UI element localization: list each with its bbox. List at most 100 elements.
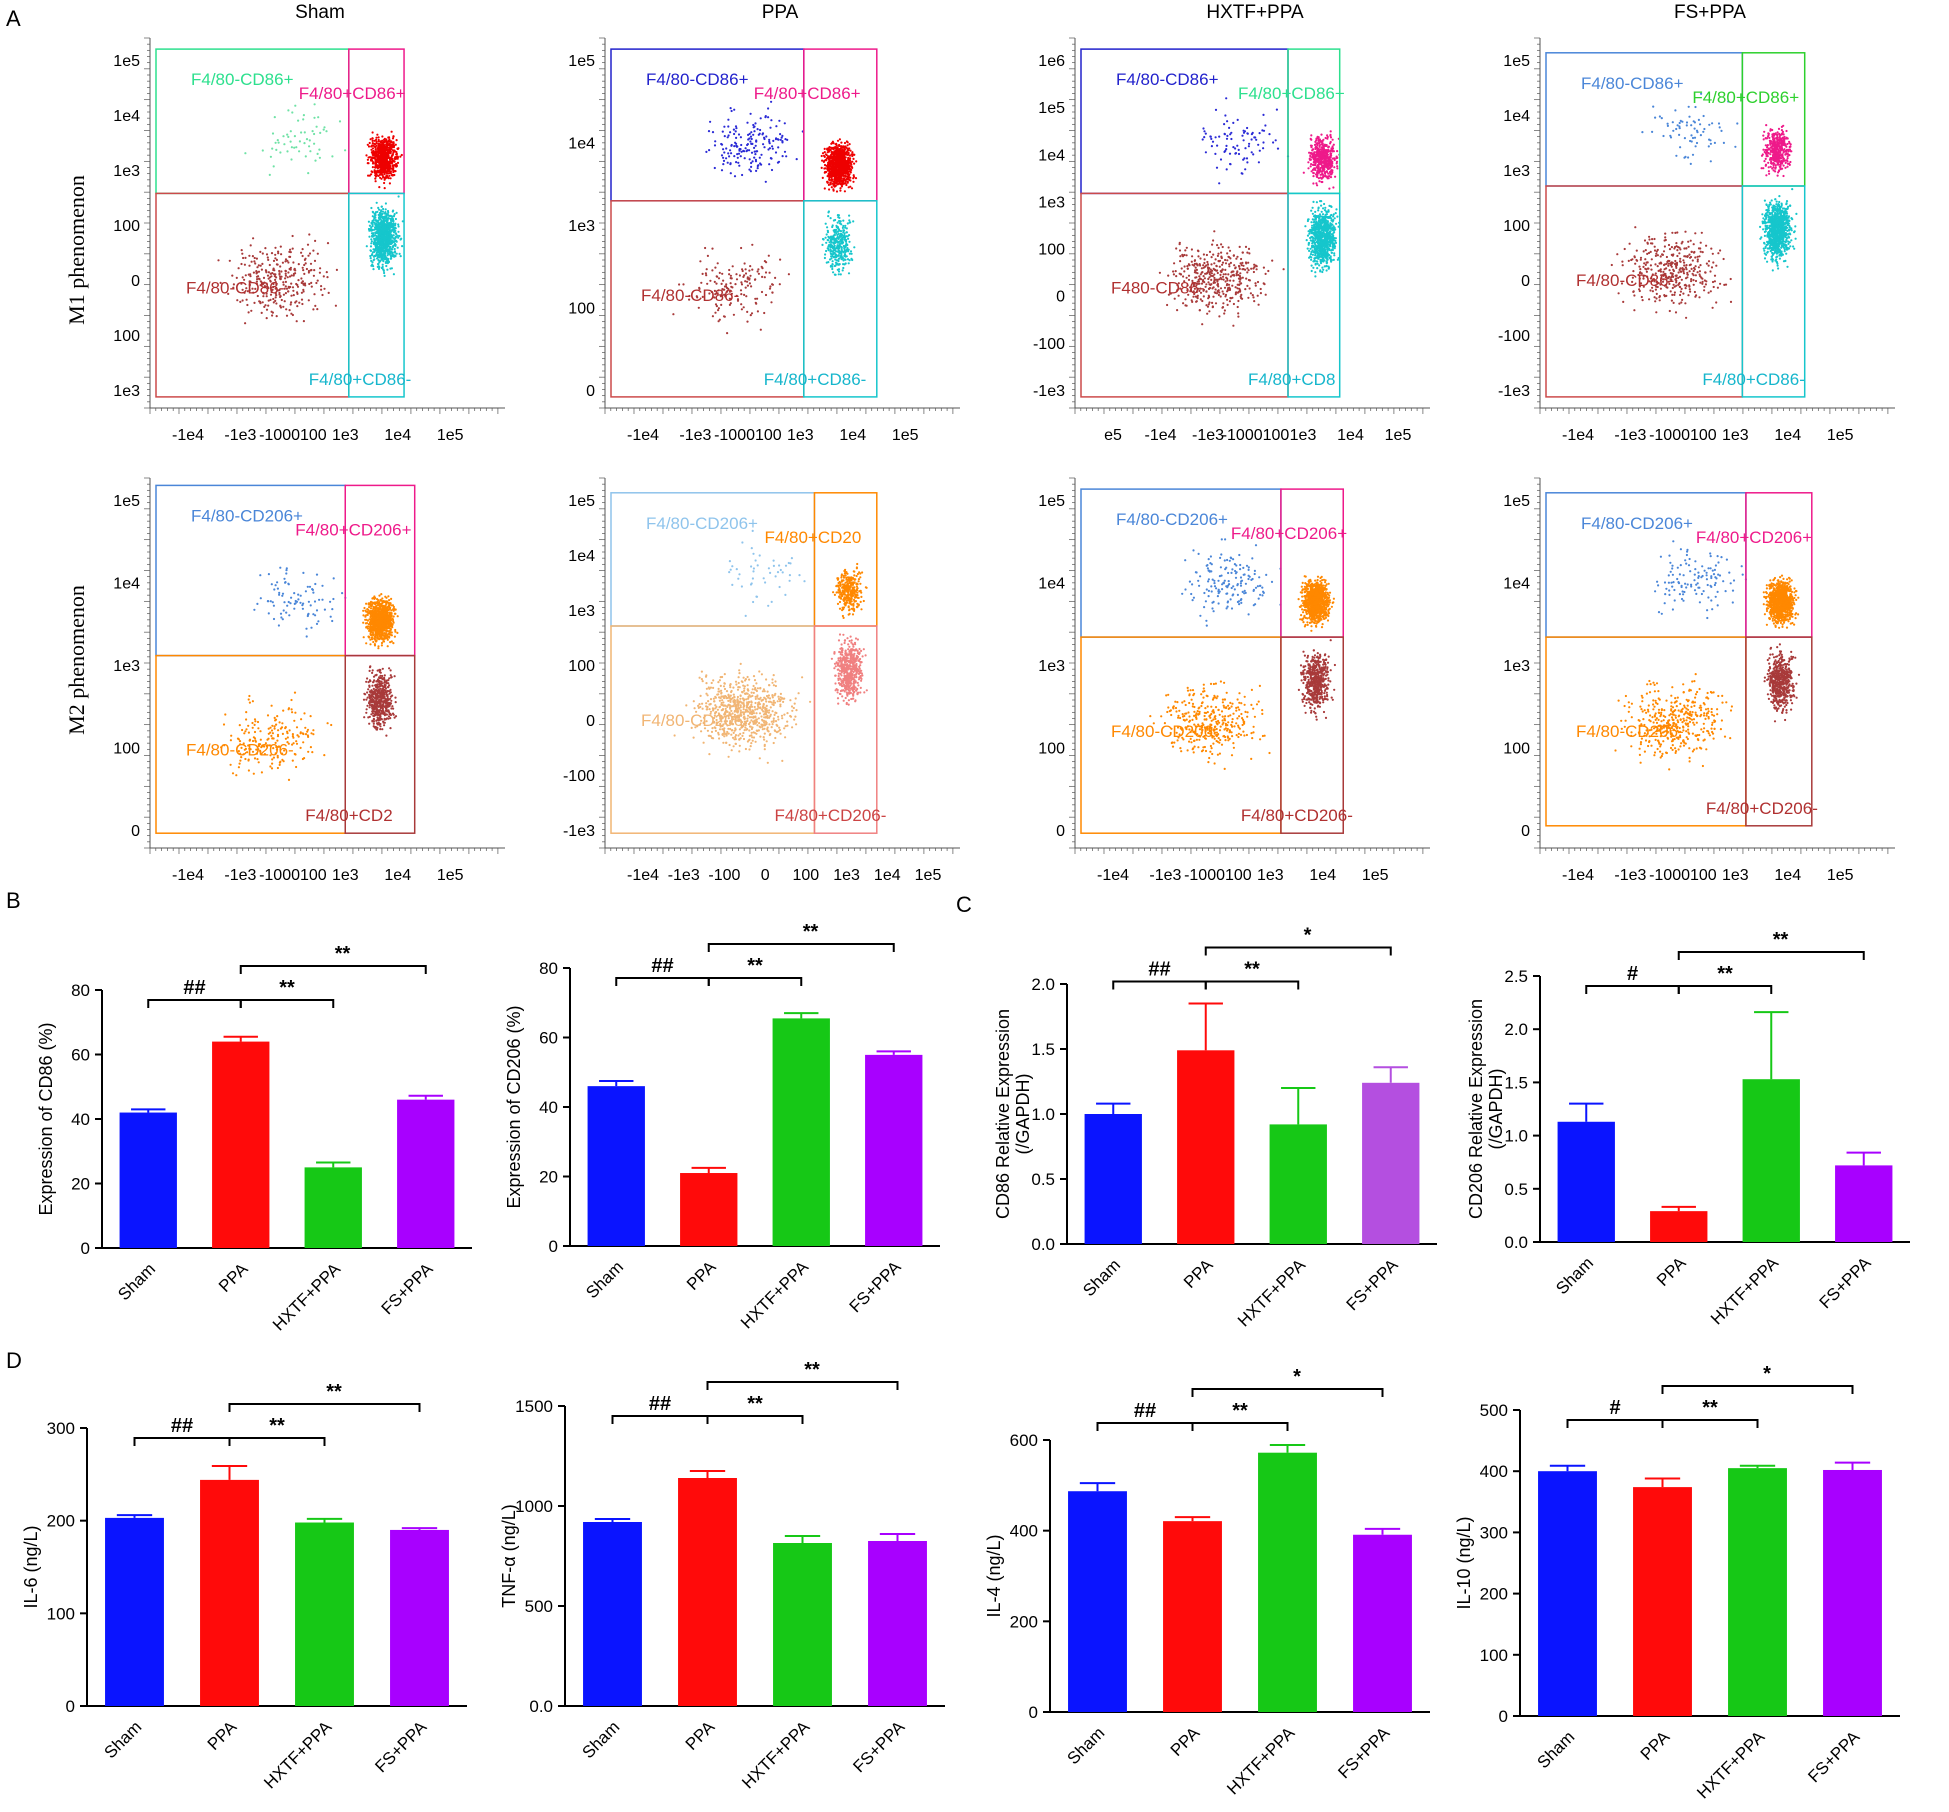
event-dot	[377, 140, 380, 143]
event-dot	[1252, 270, 1255, 274]
event-dot	[322, 275, 325, 278]
event-dot	[844, 226, 847, 229]
event-dot	[1207, 281, 1210, 284]
event-dot	[365, 245, 368, 248]
event-dot	[1332, 186, 1335, 189]
event-dot	[744, 272, 748, 275]
event-dot	[1272, 141, 1275, 144]
event-dot	[284, 260, 287, 263]
event-dot	[390, 242, 393, 245]
event-dot	[836, 158, 839, 161]
event-dot	[274, 281, 277, 284]
event-dot	[1175, 247, 1178, 250]
event-dot	[327, 291, 330, 294]
event-dot	[386, 154, 389, 157]
event-dot	[262, 292, 265, 295]
event-dot	[750, 137, 753, 141]
event-dot	[1226, 298, 1229, 301]
event-dot	[1246, 126, 1249, 130]
event-dot	[1242, 264, 1245, 267]
event-dot	[283, 300, 286, 303]
y-tick-label: 1e4	[1038, 147, 1065, 164]
event-dot	[1223, 132, 1226, 135]
event-dot	[837, 273, 840, 276]
event-dot	[310, 281, 313, 284]
event-dot	[826, 181, 829, 184]
event-dot	[836, 268, 839, 271]
event-dot	[1221, 261, 1225, 264]
event-dot	[1264, 272, 1267, 275]
event-dot	[270, 252, 274, 255]
event-dot	[840, 183, 844, 186]
event-dot	[725, 157, 728, 160]
event-dot	[1221, 275, 1225, 278]
event-dot	[377, 259, 380, 262]
event-dot	[386, 225, 389, 228]
event-dot	[1218, 259, 1222, 262]
event-dot	[1247, 247, 1251, 250]
event-dot	[1224, 280, 1227, 283]
event-dot	[391, 157, 394, 160]
event-dot	[388, 146, 392, 149]
event-dot	[1282, 268, 1285, 271]
event-dot	[370, 206, 373, 210]
event-dot	[378, 151, 381, 154]
event-dot	[1214, 136, 1217, 139]
event-dot	[835, 150, 838, 153]
event-dot	[833, 233, 836, 236]
event-dot	[300, 131, 303, 134]
event-dot	[781, 141, 784, 144]
event-dot	[390, 167, 393, 170]
event-dot	[1213, 281, 1216, 284]
event-dot	[253, 256, 256, 260]
event-dot	[383, 187, 386, 190]
event-dot	[733, 155, 736, 158]
event-dot	[1311, 149, 1314, 152]
gate-label-bottom-left: F4/80-CD86-	[186, 278, 284, 297]
event-dot	[378, 170, 381, 173]
event-dot	[772, 139, 775, 142]
event-dot	[265, 308, 269, 311]
event-dot	[252, 271, 255, 274]
event-dot	[389, 144, 392, 147]
event-dot	[382, 143, 385, 146]
event-dot	[1213, 278, 1216, 282]
event-dot	[249, 244, 252, 247]
event-dot	[275, 302, 278, 305]
event-dot	[370, 238, 373, 241]
event-dot	[1321, 173, 1324, 176]
event-dot	[733, 145, 736, 148]
event-dot	[824, 236, 827, 239]
event-dot	[301, 248, 304, 251]
event-dot	[749, 314, 752, 317]
event-dot	[381, 210, 384, 213]
event-dot	[315, 281, 318, 285]
event-dot	[394, 224, 397, 227]
event-dot	[375, 237, 378, 240]
event-dot	[1211, 274, 1214, 278]
event-dot	[1307, 161, 1310, 164]
event-dot	[1329, 173, 1332, 176]
event-dot	[267, 304, 270, 307]
event-dot	[253, 260, 256, 263]
event-dot	[1232, 254, 1235, 257]
event-dot	[370, 240, 373, 243]
event-dot	[1239, 272, 1242, 275]
event-dot	[1250, 267, 1253, 270]
event-dot	[261, 301, 264, 304]
event-dot	[395, 151, 398, 154]
event-dot	[372, 221, 375, 224]
x-tick-label: -1000100	[259, 427, 327, 444]
event-dot	[265, 317, 268, 320]
event-dot	[284, 277, 287, 280]
event-dot	[1225, 137, 1229, 140]
event-dot	[1185, 304, 1188, 307]
event-dot	[707, 130, 711, 133]
event-dot	[823, 147, 826, 150]
event-dot	[291, 111, 294, 114]
event-dot	[751, 243, 754, 246]
event-dot	[754, 278, 757, 281]
event-dot	[365, 154, 368, 157]
row-label-m2: M2 phenomenon	[64, 585, 89, 735]
event-dot	[832, 245, 835, 248]
